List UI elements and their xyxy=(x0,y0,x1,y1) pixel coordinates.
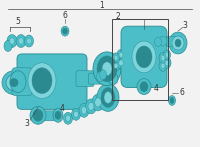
Ellipse shape xyxy=(4,41,12,51)
Ellipse shape xyxy=(62,28,68,34)
Ellipse shape xyxy=(97,56,117,82)
Text: 3: 3 xyxy=(183,21,187,30)
Ellipse shape xyxy=(159,52,167,63)
Ellipse shape xyxy=(88,102,94,111)
Ellipse shape xyxy=(32,68,52,93)
Text: 4: 4 xyxy=(154,84,158,93)
Ellipse shape xyxy=(159,36,167,46)
Ellipse shape xyxy=(28,63,56,98)
Ellipse shape xyxy=(79,103,89,117)
Ellipse shape xyxy=(159,60,167,71)
Ellipse shape xyxy=(175,39,181,47)
Ellipse shape xyxy=(119,60,123,66)
Text: 5: 5 xyxy=(16,17,20,26)
Ellipse shape xyxy=(169,32,187,54)
Ellipse shape xyxy=(96,72,104,82)
Ellipse shape xyxy=(163,57,171,68)
Text: 2: 2 xyxy=(115,12,120,21)
Ellipse shape xyxy=(16,35,26,47)
Bar xyxy=(112,19,168,100)
Ellipse shape xyxy=(116,57,126,69)
Ellipse shape xyxy=(18,38,24,44)
Ellipse shape xyxy=(104,92,112,103)
Ellipse shape xyxy=(172,36,184,50)
Ellipse shape xyxy=(108,73,118,85)
Ellipse shape xyxy=(2,71,26,95)
Ellipse shape xyxy=(114,63,118,69)
Ellipse shape xyxy=(137,79,151,95)
Ellipse shape xyxy=(114,55,118,60)
Text: 4: 4 xyxy=(60,104,64,113)
Ellipse shape xyxy=(72,108,80,120)
Ellipse shape xyxy=(66,115,70,122)
Ellipse shape xyxy=(117,49,125,60)
Ellipse shape xyxy=(154,38,162,46)
Ellipse shape xyxy=(101,88,115,107)
Ellipse shape xyxy=(100,70,106,80)
FancyBboxPatch shape xyxy=(166,37,182,46)
Text: 6: 6 xyxy=(180,88,184,97)
FancyBboxPatch shape xyxy=(121,26,167,88)
Ellipse shape xyxy=(53,108,63,122)
Text: 6: 6 xyxy=(63,11,67,20)
Ellipse shape xyxy=(132,41,156,73)
Ellipse shape xyxy=(81,107,87,114)
Ellipse shape xyxy=(74,111,78,118)
Ellipse shape xyxy=(95,98,101,107)
Ellipse shape xyxy=(10,79,18,87)
Ellipse shape xyxy=(112,60,120,71)
Ellipse shape xyxy=(24,35,34,47)
Ellipse shape xyxy=(33,109,43,121)
Ellipse shape xyxy=(164,50,170,60)
FancyBboxPatch shape xyxy=(12,68,32,96)
FancyBboxPatch shape xyxy=(42,111,58,121)
Ellipse shape xyxy=(61,26,69,36)
Ellipse shape xyxy=(112,53,120,63)
Ellipse shape xyxy=(27,38,31,44)
Ellipse shape xyxy=(168,96,176,105)
Ellipse shape xyxy=(119,52,123,58)
Ellipse shape xyxy=(7,35,17,47)
FancyBboxPatch shape xyxy=(88,73,114,84)
Ellipse shape xyxy=(140,82,148,92)
Ellipse shape xyxy=(102,62,112,76)
Ellipse shape xyxy=(10,38,14,44)
Ellipse shape xyxy=(93,52,121,86)
Text: 3: 3 xyxy=(25,119,29,128)
Ellipse shape xyxy=(55,111,61,119)
Ellipse shape xyxy=(64,112,72,124)
Ellipse shape xyxy=(97,84,119,111)
Ellipse shape xyxy=(136,46,152,68)
Ellipse shape xyxy=(165,60,169,66)
Ellipse shape xyxy=(86,99,96,114)
Ellipse shape xyxy=(165,52,169,57)
Ellipse shape xyxy=(161,63,165,69)
Ellipse shape xyxy=(10,71,26,92)
FancyBboxPatch shape xyxy=(17,54,87,109)
Text: 1: 1 xyxy=(100,1,104,10)
Ellipse shape xyxy=(30,106,46,124)
Ellipse shape xyxy=(161,55,165,61)
Ellipse shape xyxy=(170,97,174,103)
Ellipse shape xyxy=(6,75,22,91)
FancyBboxPatch shape xyxy=(76,71,94,87)
Ellipse shape xyxy=(92,94,104,111)
